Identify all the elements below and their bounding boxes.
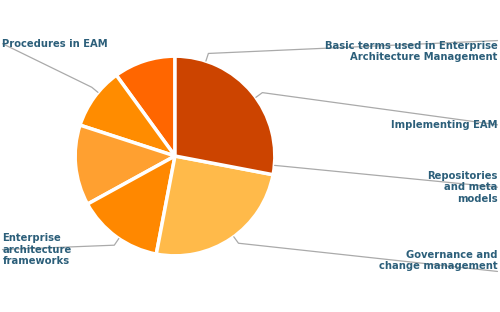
- Wedge shape: [175, 56, 275, 175]
- Text: Repositories
and meta
models: Repositories and meta models: [427, 171, 498, 204]
- Wedge shape: [156, 156, 273, 256]
- Text: Enterprise
architecture
frameworks: Enterprise architecture frameworks: [2, 233, 72, 266]
- Text: Procedures in EAM: Procedures in EAM: [2, 39, 108, 49]
- Text: Basic terms used in Enterprise
Architecture Management: Basic terms used in Enterprise Architect…: [325, 41, 498, 62]
- Text: Implementing EAM: Implementing EAM: [391, 120, 498, 130]
- Text: Governance and
change management: Governance and change management: [379, 250, 498, 271]
- Wedge shape: [88, 156, 175, 254]
- Wedge shape: [75, 125, 175, 204]
- Wedge shape: [80, 75, 175, 156]
- Wedge shape: [116, 56, 175, 156]
